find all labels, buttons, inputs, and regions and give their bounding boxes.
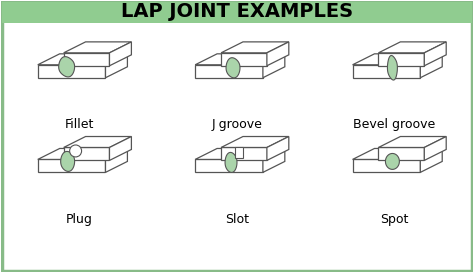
Polygon shape <box>385 153 400 169</box>
Text: Fillet: Fillet <box>65 118 94 131</box>
Polygon shape <box>195 149 285 159</box>
Polygon shape <box>109 42 131 66</box>
Text: Bevel groove: Bevel groove <box>353 118 436 131</box>
Polygon shape <box>424 42 446 66</box>
Text: LAP JOINT EXAMPLES: LAP JOINT EXAMPLES <box>121 2 353 21</box>
Bar <box>235 147 243 158</box>
Polygon shape <box>64 137 131 147</box>
Polygon shape <box>221 42 289 53</box>
Polygon shape <box>64 147 109 160</box>
Polygon shape <box>38 65 106 78</box>
Polygon shape <box>378 137 446 147</box>
Text: J groove: J groove <box>211 118 263 131</box>
Polygon shape <box>38 159 106 172</box>
Polygon shape <box>38 54 128 65</box>
Polygon shape <box>378 42 446 53</box>
Polygon shape <box>378 53 424 66</box>
Polygon shape <box>221 53 267 66</box>
Polygon shape <box>378 147 424 160</box>
Text: Plug: Plug <box>66 213 93 226</box>
Polygon shape <box>106 54 128 78</box>
Polygon shape <box>59 57 74 77</box>
Text: Slot: Slot <box>225 213 249 226</box>
Polygon shape <box>61 152 74 171</box>
Polygon shape <box>64 53 109 66</box>
Polygon shape <box>195 65 263 78</box>
Polygon shape <box>195 54 285 65</box>
Polygon shape <box>221 147 267 160</box>
Polygon shape <box>387 55 397 80</box>
Polygon shape <box>109 137 131 160</box>
Polygon shape <box>38 149 128 159</box>
Polygon shape <box>267 137 289 160</box>
Polygon shape <box>420 149 442 172</box>
Polygon shape <box>424 137 446 160</box>
Polygon shape <box>64 42 131 53</box>
Polygon shape <box>353 149 442 159</box>
Polygon shape <box>221 137 289 147</box>
Circle shape <box>70 145 82 157</box>
Polygon shape <box>263 149 285 172</box>
Polygon shape <box>195 159 263 172</box>
Polygon shape <box>263 54 285 78</box>
Polygon shape <box>353 54 442 65</box>
Polygon shape <box>106 149 128 172</box>
Polygon shape <box>267 42 289 66</box>
Polygon shape <box>225 152 237 172</box>
Text: Spot: Spot <box>380 213 409 226</box>
Polygon shape <box>353 65 420 78</box>
Polygon shape <box>420 54 442 78</box>
Polygon shape <box>226 58 240 78</box>
Bar <box>2 2 472 23</box>
Polygon shape <box>353 159 420 172</box>
